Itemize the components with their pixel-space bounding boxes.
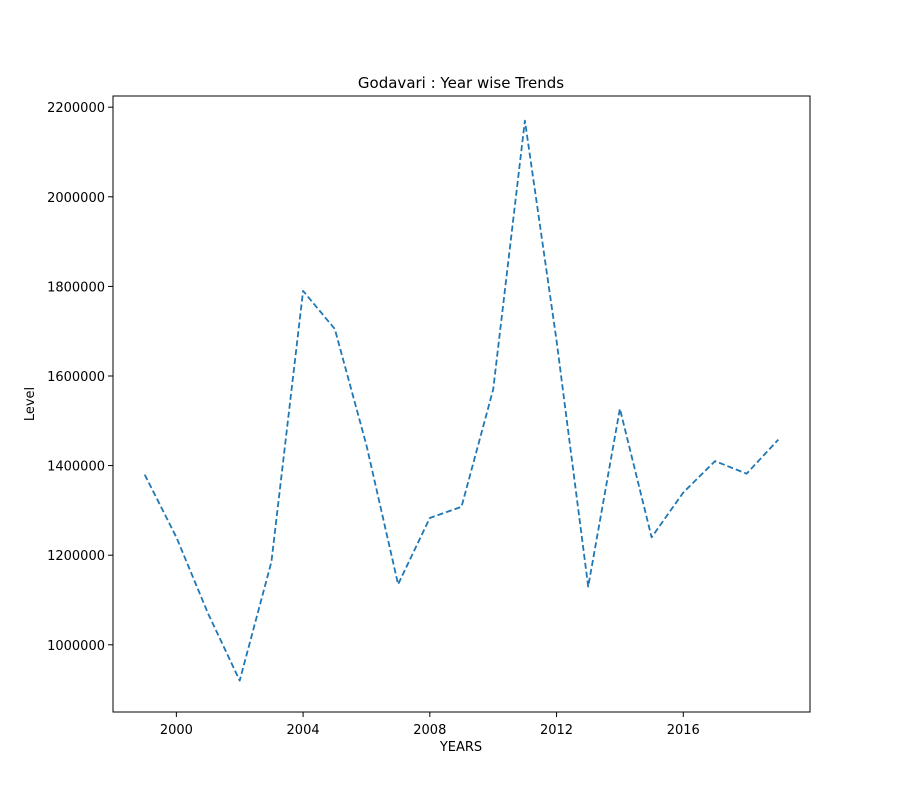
y-tick-label: 1800000 — [47, 280, 105, 295]
plot-area — [112, 95, 811, 713]
y-axis: 1000000 1200000 1400000 1600000 1800000 20000… — [47, 101, 113, 654]
y-tick-label: 2000000 — [47, 191, 105, 206]
y-tick-label: 1400000 — [47, 460, 105, 475]
y-tick-label: 2200000 — [47, 101, 105, 116]
y-axis-label: Level — [23, 387, 38, 421]
y-tick-label: 1600000 — [47, 370, 105, 385]
y-tick-label: 1200000 — [47, 549, 105, 564]
chart-title: Godavari : Year wise Trends — [358, 74, 564, 92]
x-tick-label: 2016 — [667, 723, 700, 738]
plot-frame — [112, 95, 811, 713]
x-tick-label: 2012 — [540, 723, 573, 738]
x-tick-label: 2000 — [160, 723, 193, 738]
y-tick-label: 1000000 — [47, 639, 105, 654]
x-tick-label: 2008 — [413, 723, 446, 738]
x-tick-label: 2004 — [287, 723, 320, 738]
x-axis: 2000 2004 2008 2012 2016 — [160, 712, 700, 738]
x-axis-label: YEARS — [439, 740, 482, 755]
series-line — [143, 119, 779, 682]
